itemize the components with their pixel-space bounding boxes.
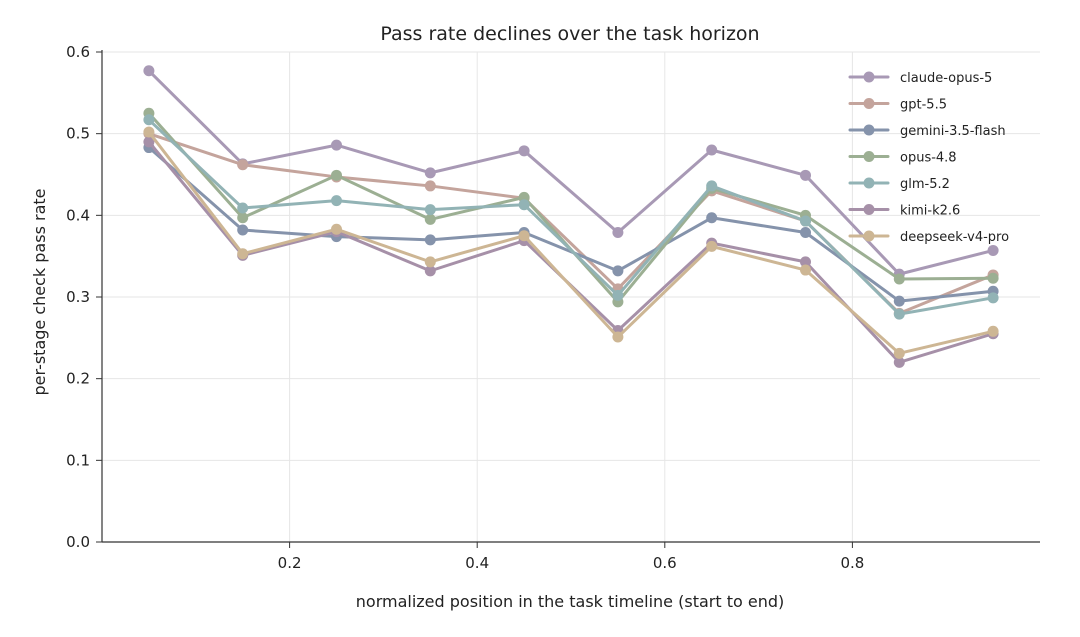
data-point bbox=[424, 265, 436, 277]
chart-title: Pass rate declines over the task horizon bbox=[380, 23, 759, 45]
y-axis-label: per-stage check pass rate bbox=[30, 189, 49, 396]
legend-swatch-marker bbox=[863, 124, 875, 136]
data-point bbox=[800, 264, 811, 276]
legend-label: gpt-5.5 bbox=[900, 98, 947, 113]
series-line bbox=[147, 69, 995, 276]
data-point bbox=[237, 248, 249, 260]
legend-swatch-marker bbox=[863, 230, 875, 242]
legend-label: gemini-3.5-flash bbox=[900, 124, 1006, 139]
data-point bbox=[143, 136, 155, 148]
legend-swatch-marker bbox=[863, 204, 875, 215]
legend-item: glm-5.2 bbox=[848, 177, 950, 192]
data-point bbox=[893, 308, 905, 320]
data-point bbox=[987, 244, 999, 256]
y-tick-label: 0.2 bbox=[66, 370, 90, 388]
data-point bbox=[424, 256, 436, 268]
data-point bbox=[424, 204, 436, 216]
y-tick-label: 0.0 bbox=[66, 533, 90, 551]
data-point bbox=[518, 199, 530, 211]
x-tick-label: 0.8 bbox=[840, 554, 864, 572]
legend: claude-opus-5 gpt-5.5 gemini-3.5-flash opus… bbox=[848, 71, 1009, 245]
legend-label: kimi-k2.6 bbox=[900, 204, 960, 219]
legend-label: deepseek-v4-pro bbox=[900, 230, 1009, 245]
data-point bbox=[424, 167, 436, 179]
legend-item: deepseek-v4-pro bbox=[848, 230, 1009, 245]
data-point bbox=[237, 202, 249, 214]
y-tick-label: 0.5 bbox=[66, 125, 90, 143]
series-line bbox=[147, 118, 995, 316]
data-point bbox=[706, 212, 718, 224]
series-line bbox=[147, 146, 995, 303]
data-point bbox=[237, 212, 249, 224]
data-point bbox=[612, 265, 624, 277]
data-point bbox=[612, 226, 624, 238]
series-gemini-3.5-flash bbox=[143, 142, 999, 307]
x-tick-label: 0.2 bbox=[278, 554, 302, 572]
data-point bbox=[987, 272, 999, 284]
data-point bbox=[612, 289, 624, 301]
series-line bbox=[147, 130, 995, 355]
series-deepseek-v4-pro bbox=[143, 126, 999, 359]
legend-swatch-marker bbox=[863, 151, 875, 162]
legend-item: kimi-k2.6 bbox=[848, 204, 960, 219]
data-point bbox=[424, 213, 436, 225]
data-point bbox=[706, 180, 718, 192]
legend-item: gemini-3.5-flash bbox=[848, 124, 1006, 139]
data-point bbox=[706, 240, 718, 252]
legend-label: glm-5.2 bbox=[900, 177, 950, 192]
data-point bbox=[893, 347, 905, 359]
data-point bbox=[331, 169, 342, 181]
axes: 0.0 0.1 0.2 0.3 0.4 0.5 0.6 0.2 0.4 0.6 0.8 bbox=[66, 43, 1040, 572]
data-point bbox=[518, 145, 530, 157]
data-point bbox=[331, 139, 342, 151]
legend-swatch-marker bbox=[863, 177, 875, 189]
legend-item: gpt-5.5 bbox=[848, 98, 947, 113]
data-point bbox=[143, 114, 155, 126]
series-group bbox=[143, 65, 999, 368]
data-point bbox=[143, 65, 155, 77]
y-tick-label: 0.4 bbox=[66, 206, 90, 224]
data-point bbox=[893, 273, 905, 285]
legend-item: claude-opus-5 bbox=[848, 71, 992, 86]
data-point bbox=[893, 295, 905, 307]
x-tick-label: 0.4 bbox=[465, 554, 489, 572]
series-glm-5.2 bbox=[143, 114, 999, 320]
legend-swatch-marker bbox=[863, 71, 875, 83]
data-point bbox=[987, 292, 999, 304]
data-point bbox=[237, 159, 249, 171]
data-point bbox=[800, 169, 811, 181]
data-point bbox=[800, 256, 811, 268]
data-point bbox=[331, 195, 342, 207]
y-tick-label: 0.1 bbox=[66, 451, 90, 469]
legend-label: opus-4.8 bbox=[900, 151, 957, 166]
grid bbox=[102, 51, 1040, 542]
legend-item: opus-4.8 bbox=[848, 151, 957, 166]
data-point bbox=[800, 215, 811, 227]
legend-swatch-marker bbox=[863, 98, 875, 109]
data-point bbox=[518, 230, 530, 242]
data-point bbox=[237, 224, 249, 236]
y-tick-label: 0.3 bbox=[66, 288, 90, 306]
y-tick-label: 0.6 bbox=[66, 43, 90, 61]
data-point bbox=[424, 180, 436, 192]
data-point bbox=[987, 325, 999, 337]
data-point bbox=[331, 223, 342, 235]
data-point bbox=[143, 126, 155, 138]
data-point bbox=[612, 331, 624, 343]
x-tick-label: 0.6 bbox=[653, 554, 677, 572]
data-point bbox=[424, 234, 436, 246]
data-point bbox=[800, 226, 811, 238]
data-point bbox=[706, 144, 718, 156]
legend-label: claude-opus-5 bbox=[900, 71, 992, 86]
data-point bbox=[893, 356, 905, 368]
x-axis-label: normalized position in the task timeline… bbox=[356, 592, 784, 611]
